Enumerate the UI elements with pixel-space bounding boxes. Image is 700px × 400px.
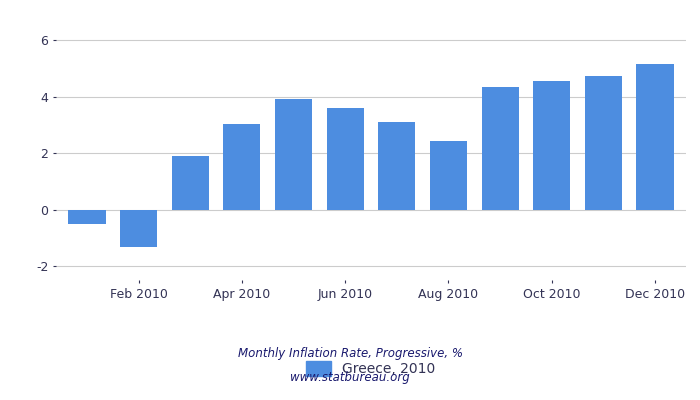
Bar <box>584 76 622 210</box>
Bar <box>482 87 519 210</box>
Bar <box>223 124 260 210</box>
Text: www.statbureau.org: www.statbureau.org <box>290 372 410 384</box>
Bar <box>120 210 158 247</box>
Text: Monthly Inflation Rate, Progressive, %: Monthly Inflation Rate, Progressive, % <box>237 348 463 360</box>
Bar <box>172 156 209 210</box>
Bar <box>533 81 570 210</box>
Bar <box>430 141 467 210</box>
Legend: Greece, 2010: Greece, 2010 <box>307 361 435 376</box>
Bar <box>275 99 312 210</box>
Bar <box>378 122 415 210</box>
Bar <box>636 64 673 210</box>
Bar <box>69 210 106 224</box>
Bar <box>327 108 364 210</box>
